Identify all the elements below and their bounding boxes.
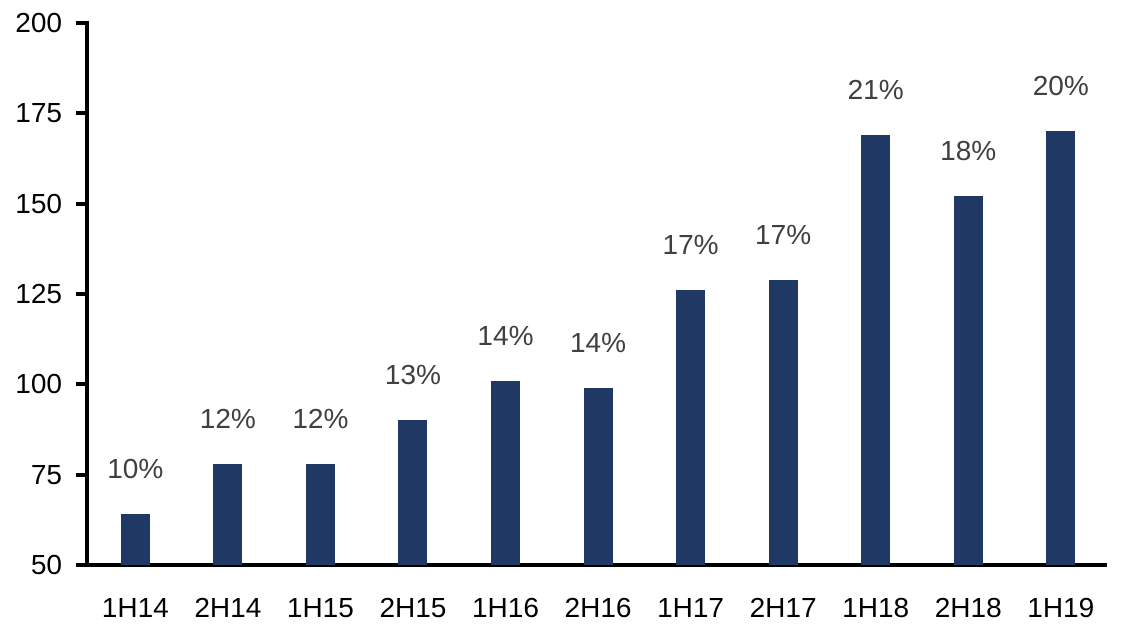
x-axis-line bbox=[85, 563, 1107, 567]
bar-2H17 bbox=[768, 279, 798, 565]
bar-value-label-2H18: 18% bbox=[940, 135, 997, 167]
x-category-label-1H16: 1H16 bbox=[471, 592, 539, 623]
bar-1H14 bbox=[120, 514, 150, 565]
y-tick-label-75: 75 bbox=[30, 458, 62, 490]
bar-value-label-2H14: 12% bbox=[199, 402, 256, 434]
bar-1H18 bbox=[861, 135, 891, 565]
x-category-label-2H18: 2H18 bbox=[934, 592, 1002, 623]
y-tick-label-200: 200 bbox=[15, 7, 62, 38]
x-category-label-1H19: 1H19 bbox=[1027, 592, 1095, 623]
x-category-label-1H14: 1H14 bbox=[101, 592, 169, 623]
bar-value-label-2H17: 17% bbox=[755, 218, 812, 250]
y-tick-175 bbox=[76, 111, 86, 116]
x-category-label-2H17: 2H17 bbox=[749, 592, 817, 623]
x-category-label-1H15: 1H15 bbox=[286, 592, 354, 623]
y-tick-150 bbox=[76, 201, 86, 206]
bar-1H16 bbox=[490, 380, 520, 565]
y-tick-50 bbox=[76, 563, 86, 567]
x-category-label-2H16: 2H16 bbox=[564, 592, 632, 623]
y-tick-75 bbox=[76, 472, 86, 477]
y-tick-label-150: 150 bbox=[15, 187, 62, 219]
bar-1H17 bbox=[676, 290, 706, 565]
y-tick-label-125: 125 bbox=[15, 278, 62, 309]
bar-value-label-2H15: 13% bbox=[384, 359, 441, 391]
x-category-label-1H18: 1H18 bbox=[842, 592, 910, 623]
bar-2H14 bbox=[213, 463, 243, 565]
x-category-label-1H17: 1H17 bbox=[657, 592, 724, 623]
y-tick-125 bbox=[76, 292, 86, 296]
bar-1H19 bbox=[1046, 131, 1076, 565]
bar-2H16 bbox=[583, 387, 613, 565]
y-tick-label-50: 50 bbox=[30, 549, 62, 580]
bar-value-label-1H18: 21% bbox=[847, 74, 904, 105]
y-tick-label-175: 175 bbox=[15, 97, 62, 129]
y-tick-100 bbox=[76, 382, 86, 387]
y-tick-label-100: 100 bbox=[15, 368, 62, 400]
bar-value-label-1H19: 20% bbox=[1032, 70, 1089, 102]
bar-value-label-1H16: 14% bbox=[477, 319, 534, 351]
bar-value-label-1H14: 10% bbox=[107, 453, 164, 485]
bar-value-label-2H16: 14% bbox=[569, 326, 627, 358]
bar-2H15 bbox=[398, 420, 428, 565]
bar-value-label-1H15: 12% bbox=[292, 402, 349, 434]
y-tick-200 bbox=[76, 21, 86, 25]
bar-2H18 bbox=[953, 196, 983, 565]
bar-1H15 bbox=[305, 463, 335, 565]
y-axis-line bbox=[85, 21, 89, 567]
bar-value-label-1H17: 17% bbox=[662, 229, 719, 261]
x-category-label-2H14: 2H14 bbox=[194, 592, 262, 623]
x-category-label-2H15: 2H15 bbox=[379, 592, 447, 623]
